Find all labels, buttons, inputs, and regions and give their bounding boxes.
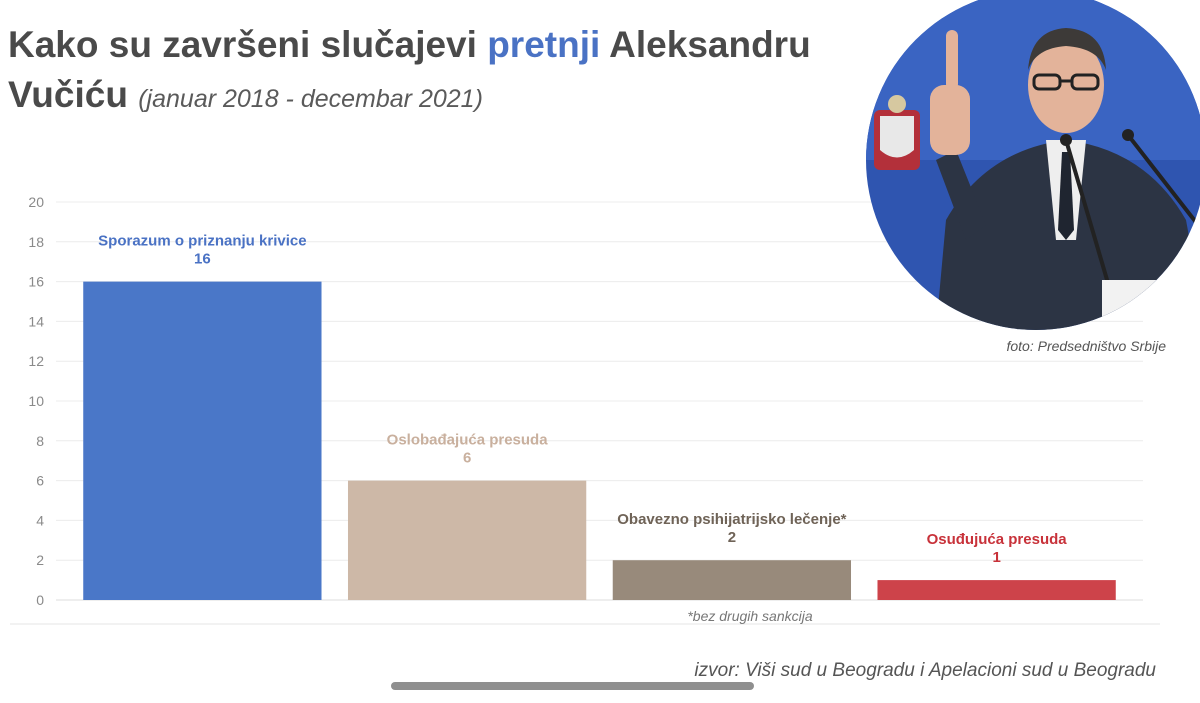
category-label: Obavezno psihijatrijsko lečenje* — [617, 511, 846, 528]
y-tick-label: 4 — [36, 512, 44, 528]
horizontal-scrollbar[interactable] — [391, 682, 754, 690]
y-tick-label: 10 — [28, 393, 44, 409]
y-tick-label: 20 — [28, 194, 44, 210]
data-label: 16 — [194, 251, 211, 268]
title-part1: Kako su završeni slučajevi — [8, 24, 488, 65]
category-label: Osuđujuća presuda — [927, 531, 1068, 548]
bar — [83, 281, 322, 600]
y-tick-label: 2 — [36, 552, 44, 568]
portrait-photo — [866, 0, 1200, 330]
chart-subtitle: (januar 2018 - decembar 2021) — [138, 85, 483, 113]
data-label: 1 — [992, 549, 1000, 566]
y-tick-label: 14 — [28, 313, 44, 329]
y-tick-label: 16 — [28, 274, 44, 290]
y-tick-label: 8 — [36, 433, 44, 449]
bar — [877, 580, 1116, 600]
data-label: 2 — [728, 529, 736, 546]
category-label: Sporazum o priznanju krivice — [98, 233, 306, 250]
chart-title: Kako su završeni slučajevi pretnji Aleks… — [8, 20, 868, 124]
y-tick-label: 12 — [28, 353, 44, 369]
y-tick-label: 0 — [36, 592, 44, 608]
data-label: 6 — [463, 450, 471, 467]
bar — [347, 480, 587, 600]
photo-credit: foto: Predsedništvo Srbije — [1006, 338, 1166, 354]
category-label: Oslobađajuća presuda — [387, 432, 549, 449]
source-note: izvor: Viši sud u Beogradu i Apelacioni … — [694, 660, 1156, 681]
y-tick-label: 18 — [28, 234, 44, 250]
coat-of-arms-icon — [874, 95, 920, 170]
bar — [612, 560, 852, 600]
title-highlight: pretnji — [487, 24, 601, 65]
title-part2: Aleksandru Vučiću — [8, 24, 811, 115]
y-tick-label: 6 — [36, 473, 44, 489]
chart-footnote: *bez drugih sankcija — [687, 608, 813, 624]
